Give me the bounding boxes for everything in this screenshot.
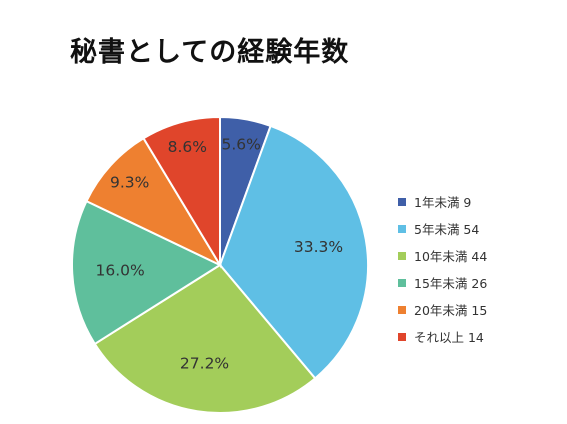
- legend-label: それ以上 14: [414, 330, 484, 345]
- pie-slice-5: [85, 136, 223, 268]
- legend-swatch: [398, 197, 406, 206]
- legend-item: それ以上 14: [398, 323, 487, 350]
- pie-slice-3: [93, 263, 317, 414]
- legend-swatch: [398, 224, 406, 233]
- pie-slice-2: [218, 124, 369, 380]
- legend-item: 15年未満 26: [398, 269, 487, 296]
- pie-slice-label-3: 27.2%: [180, 354, 229, 372]
- legend-swatch: [398, 305, 406, 314]
- legend-label: 10年未満 44: [414, 249, 488, 264]
- pie-slice-label-2: 33.3%: [294, 238, 343, 256]
- legend-item: 5年未満 54: [398, 215, 487, 242]
- chart-title: 秘書としての経験年数: [70, 37, 350, 68]
- legend-swatch: [398, 332, 406, 341]
- legend-item: 20年未満 15: [398, 296, 487, 323]
- legend-item: 10年未満 44: [398, 242, 487, 269]
- legend-item: 1年未満 9: [398, 188, 487, 215]
- pie-slice-label-4: 16.0%: [96, 261, 145, 279]
- legend-label: 5年未満 54: [414, 222, 480, 237]
- legend-label: 20年未満 15: [414, 303, 488, 318]
- pie-slice-label-6: 8.6%: [168, 138, 207, 156]
- pie-slice-6: [142, 115, 221, 269]
- pie-slice-label-5: 9.3%: [110, 174, 149, 192]
- legend-swatch: [398, 251, 406, 260]
- legend-swatch: [398, 278, 406, 287]
- pie-slice-4: [71, 199, 223, 346]
- pie-slice-label-1: 5.6%: [221, 135, 260, 153]
- legend-label: 15年未満 26: [414, 276, 488, 291]
- legend: 1年未満 9 5年未満 54 10年未満 44 15年未満 26 20年未満 15 それ以…: [398, 188, 487, 350]
- legend-label: 1年未満 9: [414, 195, 472, 210]
